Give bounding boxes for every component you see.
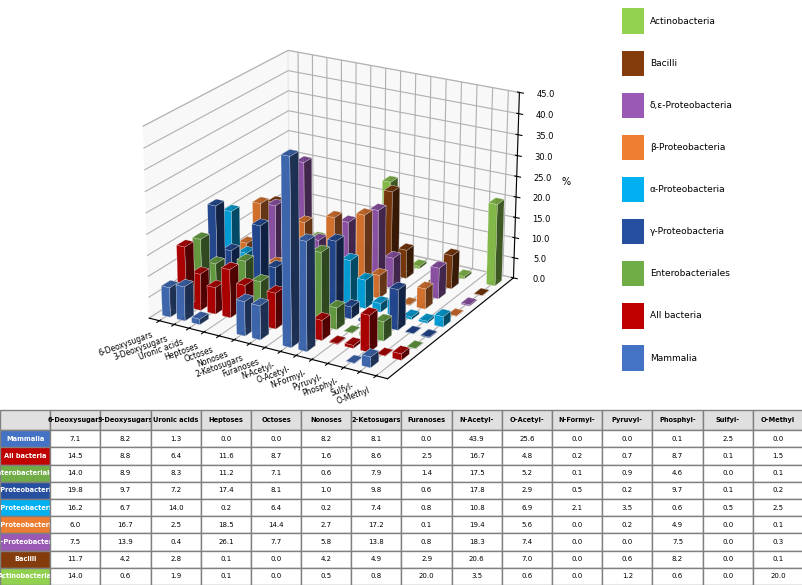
Bar: [622, 261, 643, 287]
Text: β-Proteobacteria: β-Proteobacteria: [649, 143, 724, 152]
Text: Actinobacteria: Actinobacteria: [649, 16, 715, 26]
Bar: [622, 135, 643, 160]
Bar: [622, 92, 643, 118]
Bar: [622, 8, 643, 34]
Bar: [622, 50, 643, 76]
Text: All bacteria: All bacteria: [649, 311, 700, 321]
Bar: [622, 303, 643, 329]
Bar: [622, 219, 643, 245]
Text: Mammalia: Mammalia: [649, 353, 696, 363]
Text: Bacilli: Bacilli: [649, 58, 676, 68]
Text: γ-Proteobacteria: γ-Proteobacteria: [649, 227, 723, 236]
Bar: [622, 177, 643, 202]
Text: δ,ε-Proteobacteria: δ,ε-Proteobacteria: [649, 101, 731, 110]
Text: α-Proteobacteria: α-Proteobacteria: [649, 185, 724, 194]
Bar: [622, 345, 643, 371]
Text: Enterobacteriales: Enterobacteriales: [649, 269, 729, 278]
